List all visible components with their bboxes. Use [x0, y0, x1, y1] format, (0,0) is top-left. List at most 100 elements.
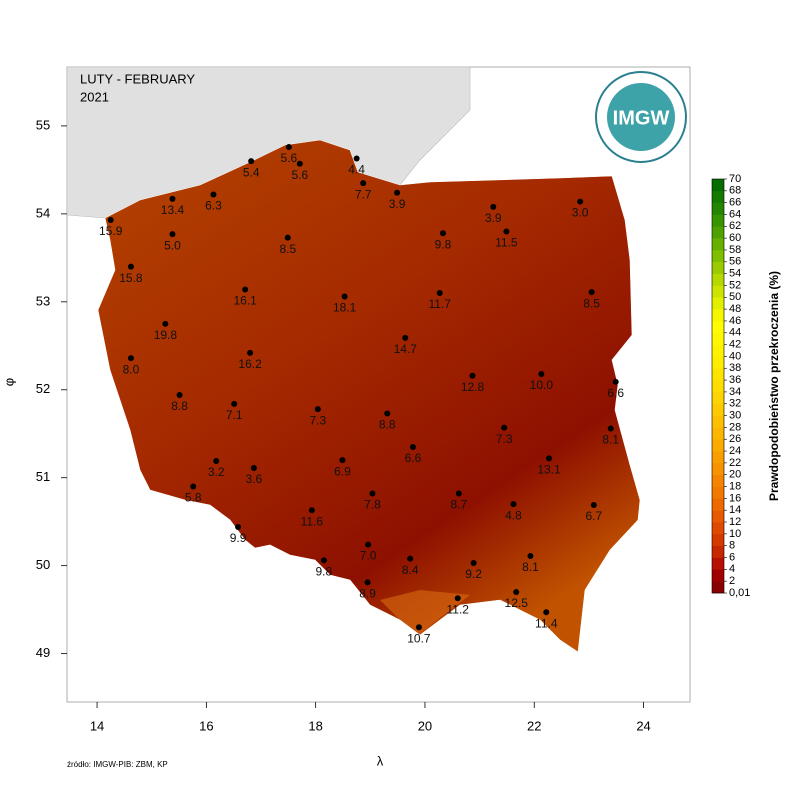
station-point [242, 286, 249, 293]
colorbar-bin [712, 344, 724, 357]
colorbar-bin [712, 462, 724, 476]
colorbar-tick-label: 64 [729, 208, 741, 220]
colorbar-bin [712, 238, 724, 251]
station-point [248, 158, 255, 165]
station-value-label: 4.4 [348, 163, 365, 177]
colorbar-tick-label: 14 [729, 504, 741, 516]
station-point [107, 217, 114, 224]
station-point [341, 293, 348, 300]
station-value-label: 8.9 [359, 587, 376, 601]
station-value-label: 9.8 [316, 565, 333, 579]
station-point [365, 541, 372, 548]
station-point [353, 155, 360, 162]
station-point [231, 400, 238, 407]
station-point [503, 228, 510, 235]
station-value-label: 11.2 [447, 602, 470, 616]
station-point [284, 234, 291, 241]
station-value-label: 3.6 [246, 472, 263, 486]
station-value-label: 6.3 [205, 199, 222, 213]
colorbar-tick-label: 32 [729, 398, 741, 410]
station-point [314, 406, 321, 413]
colorbar-tick-label: 68 [729, 185, 741, 197]
station-point [308, 507, 315, 514]
colorbar-bin [712, 226, 724, 239]
colorbar-tick-label: 56 [729, 256, 741, 268]
station-value-label: 12.5 [505, 596, 529, 610]
legend-title: Prawdopodobieństwo przekroczenia (%) [767, 271, 781, 501]
station-value-label: 3.9 [389, 197, 406, 211]
station-point [454, 595, 461, 602]
station-value-label: 9.9 [230, 531, 247, 545]
colorbar-bin [712, 261, 724, 274]
colorbar-bin [712, 510, 724, 523]
station-point [612, 378, 619, 385]
station-value-label: 15.8 [119, 271, 143, 285]
colorbar-tick-label: 22 [729, 457, 741, 469]
colorbar-bin [712, 249, 724, 263]
colorbar-bin [712, 391, 724, 405]
x-tick-label: 16 [199, 718, 213, 733]
x-axis-label: λ [377, 753, 384, 768]
colorbar-frame [711, 178, 725, 594]
colorbar-tick-label: 34 [729, 386, 741, 398]
colorbar-bin [712, 569, 724, 582]
station-value-label: 11.4 [535, 616, 558, 630]
station-value-label: 7.0 [360, 549, 377, 563]
colorbar-tick-label: 42 [729, 339, 741, 351]
station-point [436, 290, 443, 297]
logo-inner [607, 83, 675, 151]
station-value-label: 3.0 [572, 206, 589, 220]
station-point [455, 490, 462, 497]
station-value-label: 7.3 [496, 432, 513, 446]
station-value-label: 18.1 [333, 301, 357, 315]
y-tick-label: 49 [36, 645, 50, 660]
colorbar-tick-label: 60 [729, 232, 741, 244]
colorbar-tick-label: 52 [729, 279, 741, 291]
station-point [320, 557, 327, 564]
station-value-label: 5.4 [243, 165, 260, 179]
y-tick-label: 50 [36, 557, 50, 572]
station-value-label: 7.7 [355, 187, 372, 201]
station-point [169, 195, 176, 202]
station-point [588, 289, 595, 296]
mountain-region [380, 590, 470, 634]
station-value-label: 11.5 [495, 236, 518, 250]
station-value-label: 10.7 [407, 631, 431, 645]
station-value-label: 19.8 [154, 328, 178, 342]
station-point [590, 501, 597, 508]
station-value-label: 8.8 [379, 418, 396, 432]
station-value-label: 8.7 [450, 498, 467, 512]
station-point [339, 457, 346, 464]
colorbar-bin [712, 486, 724, 499]
station-value-label: 7.3 [309, 413, 326, 427]
station-value-label: 3.9 [485, 211, 502, 225]
station-point [513, 589, 520, 596]
x-tick-label: 14 [90, 718, 104, 733]
station-value-label: 7.1 [226, 408, 243, 422]
colorbar-tick-label: 50 [729, 291, 741, 303]
colorbar-tick-label: 58 [729, 244, 741, 256]
station-point [402, 334, 409, 341]
station-point [169, 231, 176, 238]
colorbar-tick-label: 30 [729, 409, 741, 421]
colorbar-bin [712, 439, 724, 452]
station-point [546, 455, 553, 462]
colorbar-tick-label: 8 [729, 540, 735, 552]
map-subtitle: 2021 [80, 89, 109, 104]
colorbar-bin [712, 451, 724, 464]
colorbar-bin [712, 356, 724, 369]
colorbar-tick-label: 18 [729, 480, 741, 492]
station-point [407, 555, 414, 562]
station-value-label: 5.6 [291, 168, 308, 182]
station-value-label: 8.1 [522, 560, 539, 574]
colorbar-bin [712, 297, 724, 310]
station-point [296, 160, 303, 167]
station-point [384, 410, 391, 417]
station-value-label: 9.8 [435, 237, 452, 251]
x-tick-label: 22 [527, 718, 541, 733]
station-value-label: 15.9 [99, 224, 123, 238]
colorbar-tick-label: 54 [729, 268, 741, 280]
station-value-label: 6.6 [405, 451, 422, 465]
station-value-label: 11.6 [301, 514, 324, 528]
source-note: źródło: IMGW-PIB: ZBM, KP [67, 760, 168, 769]
